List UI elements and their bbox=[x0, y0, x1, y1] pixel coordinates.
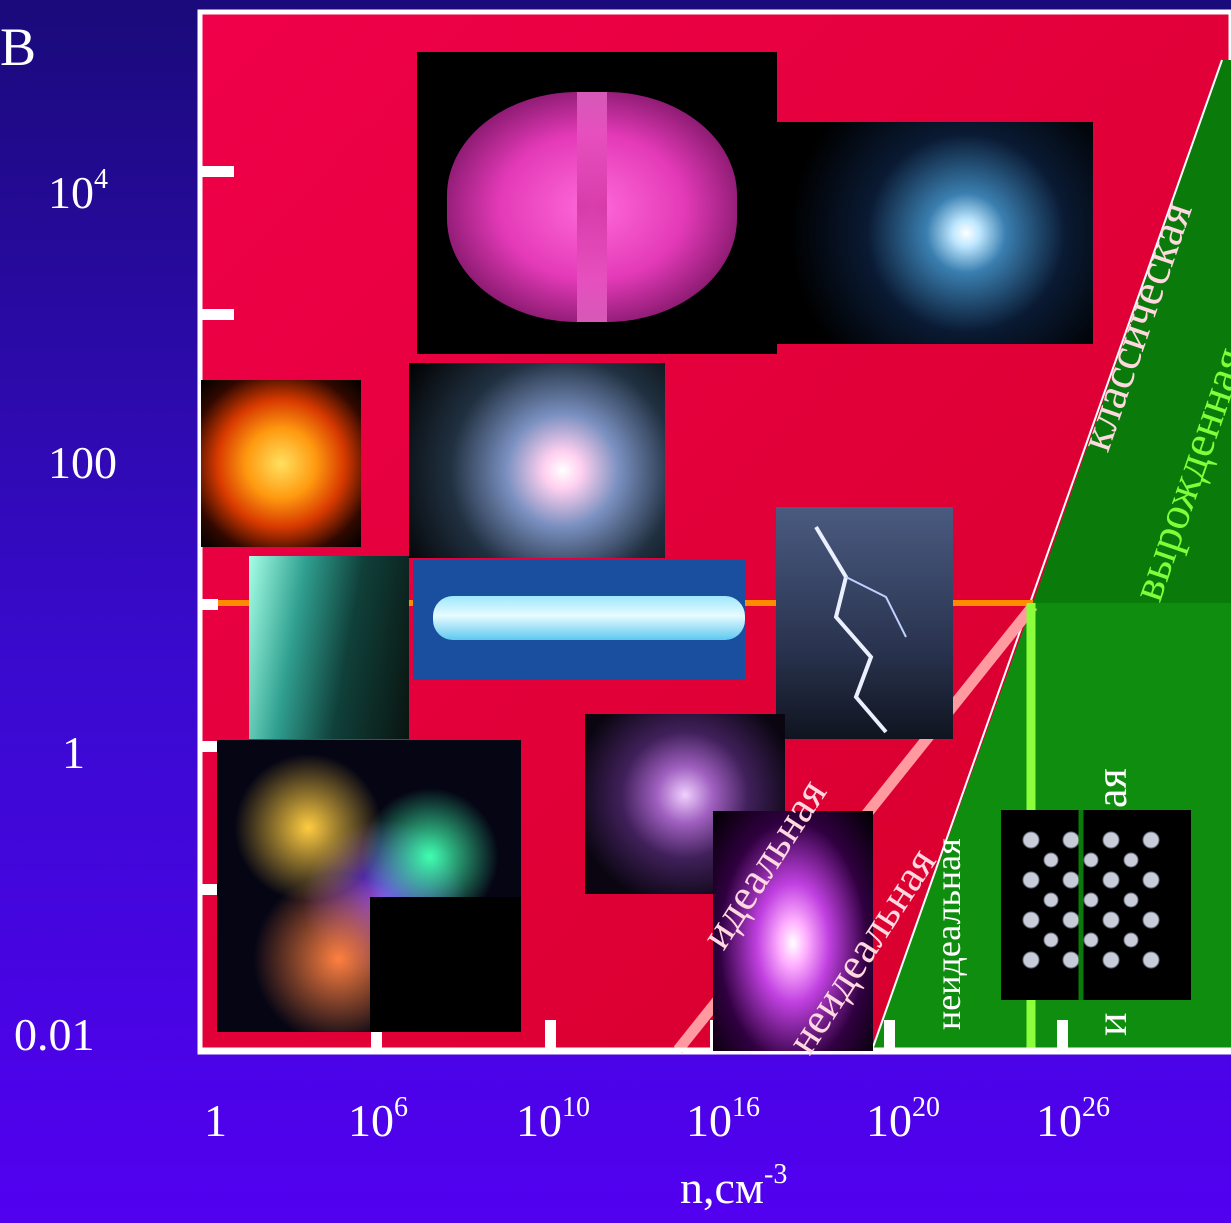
fireball-image bbox=[201, 380, 361, 547]
x-tick bbox=[884, 1020, 895, 1052]
y-tick bbox=[200, 309, 234, 320]
x-axis-title: n,см-3 bbox=[680, 1159, 788, 1213]
lightning-bolt-icon bbox=[814, 525, 907, 734]
aurora-image bbox=[249, 556, 409, 739]
x-tick-label-10e10: 1010 bbox=[516, 1092, 590, 1146]
region-label-ideal-degenerate-partial: ая bbox=[1087, 768, 1136, 808]
region-label-ideal-degenerate-letter: и bbox=[1087, 1012, 1136, 1036]
solar-flare-image bbox=[409, 363, 665, 558]
y-tick bbox=[200, 884, 218, 895]
x-tick-label-10e16: 1016 bbox=[686, 1092, 760, 1146]
y-tick bbox=[200, 599, 218, 610]
x-tick-label-1: 1 bbox=[204, 1095, 227, 1146]
lattice-spheres bbox=[1022, 810, 1160, 1000]
tokamak-plasma-image bbox=[417, 52, 777, 354]
laser-fusion-image bbox=[776, 122, 1093, 344]
nebula-image bbox=[217, 740, 521, 1032]
y-tick bbox=[200, 166, 234, 177]
x-tick bbox=[1057, 1020, 1068, 1052]
x-tick-label-10e6: 106 bbox=[348, 1092, 408, 1146]
x-tick-label-10e26: 1026 bbox=[1036, 1092, 1110, 1146]
x-tick bbox=[545, 1020, 556, 1052]
y-tick-label-10e4: 104 bbox=[48, 164, 108, 218]
y-tick-label-0.01: 0.01 bbox=[14, 1009, 95, 1060]
y-tick-label-1: 1 bbox=[62, 727, 85, 778]
lightning-image bbox=[776, 507, 953, 739]
fluorescent-tube-image bbox=[413, 560, 745, 680]
region-label-nonideal-degenerate: неидеальная bbox=[928, 838, 968, 1030]
glow-discharge-image bbox=[713, 811, 873, 1051]
x-tick-label-10e20: 1020 bbox=[866, 1092, 940, 1146]
y-unit-label: В bbox=[0, 17, 37, 77]
y-tick-marks bbox=[200, 166, 234, 895]
classical-degenerate-boundary bbox=[871, 59, 1223, 1051]
y-tick bbox=[200, 741, 218, 752]
y-tick-label-100: 100 bbox=[48, 437, 117, 488]
crystal-lattice-image bbox=[1001, 810, 1191, 1000]
x-tick bbox=[371, 1020, 382, 1052]
nebula-dark-corner bbox=[370, 897, 521, 1032]
